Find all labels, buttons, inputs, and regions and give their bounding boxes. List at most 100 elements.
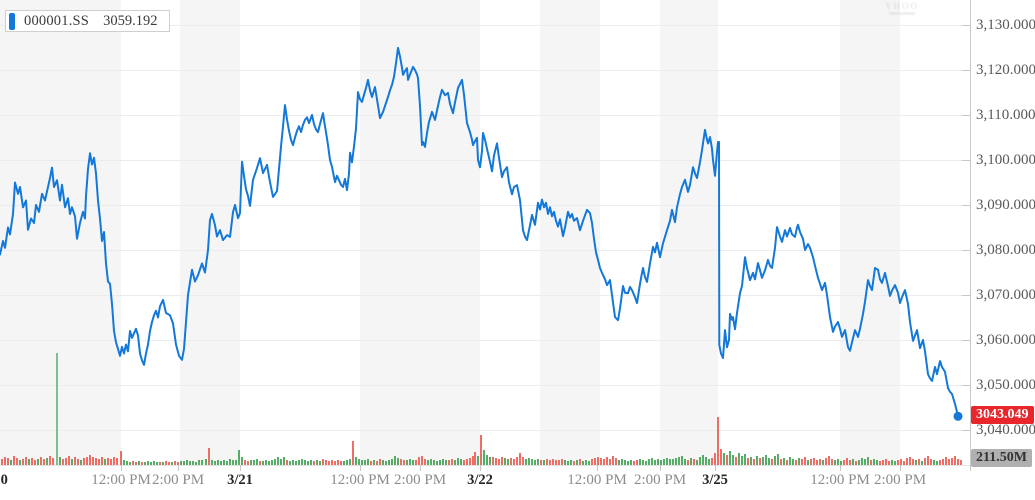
volume-bar [489, 457, 491, 465]
volume-bar [876, 460, 878, 465]
volume-bar [597, 457, 599, 465]
volume-bar [466, 459, 468, 465]
volume-bar [186, 460, 188, 465]
volume-bar [162, 462, 164, 465]
price-axis-label: 3,050.000 [976, 377, 1035, 393]
volume-bar [609, 459, 611, 465]
volume-bar [837, 459, 839, 465]
volume-bar [585, 460, 587, 465]
volume-bar [534, 460, 536, 465]
volume-bar [483, 450, 485, 465]
volume-bar [358, 459, 360, 465]
volume-bar [819, 459, 821, 465]
volume-bar [723, 453, 725, 465]
volume-bar [433, 460, 435, 465]
volume-bar [427, 460, 429, 465]
volume-bar [906, 458, 908, 465]
volume-bar [513, 459, 515, 465]
volume-bar [62, 459, 64, 465]
session-band [540, 0, 600, 465]
session-band [660, 0, 718, 465]
volume-bar [7, 458, 9, 465]
volume-bar [43, 459, 45, 465]
volume-bar [813, 458, 815, 465]
volume-bar [247, 461, 249, 465]
volume-bar [885, 459, 887, 465]
time-axis-label: 12:00 PM [91, 472, 151, 488]
volume-bar [762, 457, 764, 465]
volume-bar [92, 457, 94, 465]
legend-box[interactable]: 000001.SS 3059.192 [5, 10, 171, 32]
volume-bar [379, 459, 381, 465]
volume-bar [504, 458, 506, 465]
volume-bar [28, 459, 30, 465]
watermark-text: YHOO [885, 1, 919, 11]
volume-bar [174, 461, 176, 465]
volume-badge: 211.50M [971, 449, 1032, 467]
volume-bar [756, 456, 758, 465]
volume-bar [13, 456, 15, 465]
volume-bar [171, 462, 173, 465]
volume-bar [460, 459, 462, 465]
volume-bar [915, 460, 917, 465]
volume-bar [442, 459, 444, 465]
volume-bar [747, 458, 749, 465]
volume-bar [714, 453, 716, 465]
volume-bar [177, 462, 179, 465]
volume-bar [558, 460, 560, 465]
volume-bar [126, 461, 128, 465]
volume-bar [618, 460, 620, 465]
volume-bar [153, 461, 155, 465]
volume-bar [855, 461, 857, 465]
volume-bar [46, 458, 48, 465]
volume-bar [244, 460, 246, 465]
volume-bar [472, 456, 474, 465]
volume-bar [510, 458, 512, 465]
volume-bar [642, 460, 644, 465]
volume-bar [894, 461, 896, 465]
volume-bar [391, 459, 393, 465]
volume-bar [675, 458, 677, 465]
volume-bar [522, 457, 524, 465]
volume-bar [226, 461, 228, 465]
volume-bar [771, 459, 773, 465]
volume-bar [684, 459, 686, 465]
volume-bar [732, 455, 734, 465]
volume-bar [831, 459, 833, 465]
volume-bar [792, 459, 794, 465]
volume-bar [666, 458, 668, 465]
volume-bar [307, 461, 309, 465]
volume-bar [49, 456, 51, 465]
volume-bar [765, 455, 767, 465]
volume-bar [370, 461, 372, 465]
volume-bar [663, 459, 665, 465]
volume-bar [711, 458, 713, 465]
volume-bar [501, 457, 503, 465]
volume-bar [235, 460, 237, 465]
volume-bar [531, 459, 533, 465]
volume-bar [271, 460, 273, 465]
volume-bar [301, 459, 303, 465]
volume-bar [220, 461, 222, 465]
volume-bar [588, 461, 590, 465]
volume-bar [367, 459, 369, 465]
volume-bar [726, 455, 728, 465]
volume-bar [277, 457, 279, 465]
volume-bar [156, 462, 158, 465]
volume-bar [849, 460, 851, 465]
volume-bar [208, 448, 210, 465]
volume-bar [439, 460, 441, 465]
volume-bar [77, 459, 79, 465]
volume-bar [132, 461, 134, 465]
volume-bar [639, 459, 641, 465]
volume-bar [144, 462, 146, 465]
volume-bar [633, 461, 635, 465]
volume-bar [274, 459, 276, 465]
volume-bar [241, 457, 243, 465]
volume-bar [19, 460, 21, 465]
volume-bar [612, 456, 614, 465]
volume-bar [828, 456, 830, 465]
volume-bar [516, 457, 518, 465]
volume-bar [98, 459, 100, 465]
